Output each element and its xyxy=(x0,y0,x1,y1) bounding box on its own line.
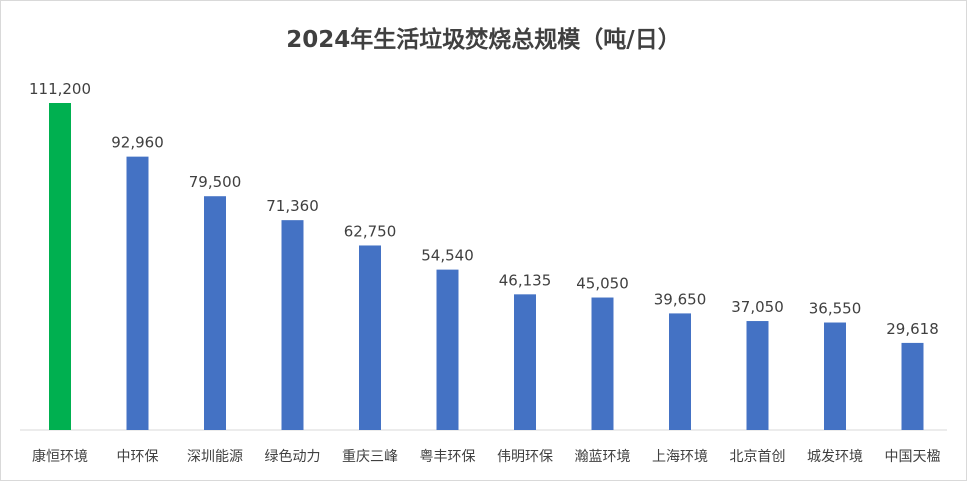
data-label-10: 36,550 xyxy=(809,300,862,318)
data-label-1: 92,960 xyxy=(111,134,164,152)
category-label-6: 伟明环保 xyxy=(497,449,553,465)
data-label-0: 111,200 xyxy=(29,80,91,98)
category-label-4: 重庆三峰 xyxy=(342,449,398,465)
category-label-11: 中国天楹 xyxy=(885,448,941,465)
bar-7 xyxy=(591,297,614,430)
data-label-9: 37,050 xyxy=(731,298,784,316)
category-label-9: 北京首创 xyxy=(730,449,786,465)
data-label-6: 46,135 xyxy=(499,271,552,289)
bar-6 xyxy=(514,294,536,430)
bar-5 xyxy=(436,269,459,430)
category-label-0: 康恒环境 xyxy=(32,448,88,465)
chart-title: 2024年生活垃圾焚烧总规模（吨/日） xyxy=(286,27,681,53)
data-label-4: 62,750 xyxy=(344,222,397,240)
category-label-2: 深圳能源 xyxy=(187,449,243,465)
bar-1 xyxy=(126,156,149,431)
bar-8 xyxy=(669,313,691,430)
data-label-3: 71,360 xyxy=(266,197,319,215)
data-label-8: 39,650 xyxy=(654,290,707,308)
category-label-8: 上海环境 xyxy=(652,449,708,465)
bar-4 xyxy=(359,245,381,430)
bar-10 xyxy=(824,322,846,430)
bar-3 xyxy=(281,220,304,430)
bar-2 xyxy=(204,196,226,430)
bar-11 xyxy=(901,342,924,430)
data-label-7: 45,050 xyxy=(576,275,629,293)
category-label-10: 城发环境 xyxy=(807,449,863,465)
data-label-2: 79,500 xyxy=(189,173,242,191)
category-label-3: 绿色动力 xyxy=(265,448,321,465)
data-label-11: 29,618 xyxy=(886,320,939,338)
bar-9 xyxy=(746,321,769,430)
category-label-5: 粤丰环保 xyxy=(420,449,476,465)
category-label-7: 瀚蓝环境 xyxy=(575,449,631,465)
category-label-1: 中环保 xyxy=(117,449,159,465)
data-label-5: 54,540 xyxy=(421,247,474,265)
bar-0 xyxy=(49,103,71,430)
